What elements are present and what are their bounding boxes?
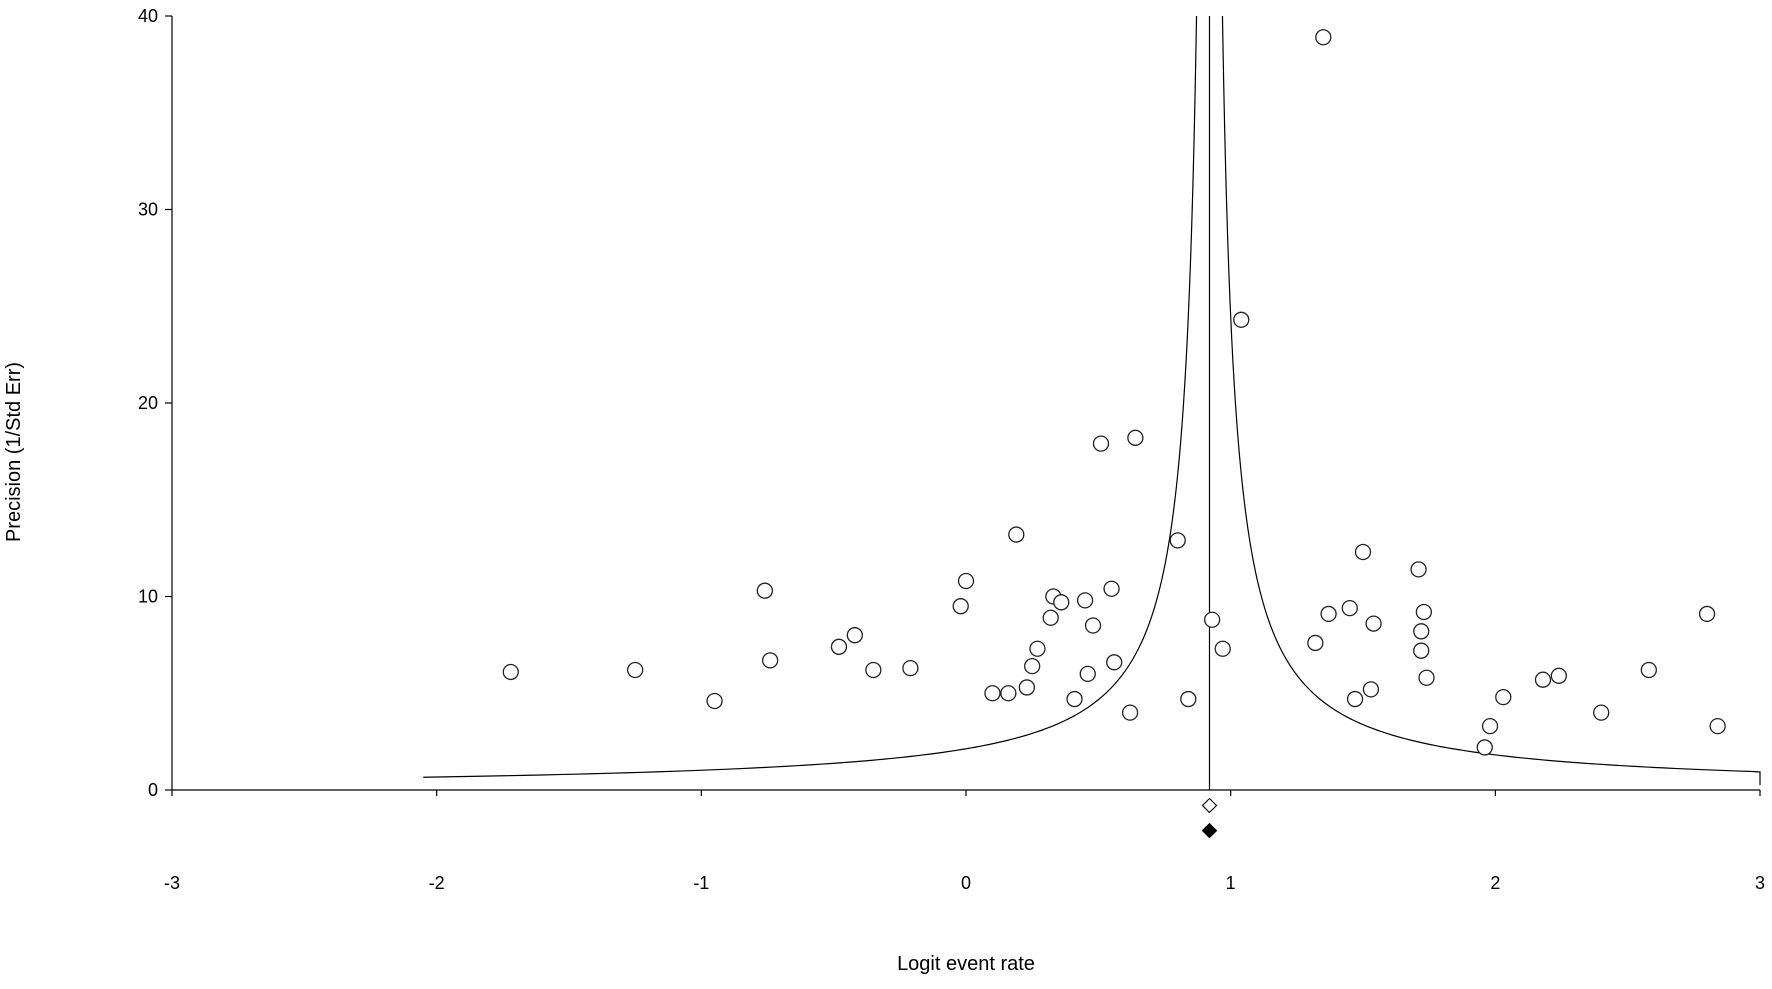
y-axis-ticks: 0 10 20 30 40 — [138, 6, 172, 800]
study-point — [846, 627, 863, 644]
x-tick-label: -1 — [693, 873, 709, 893]
study-point — [1076, 592, 1094, 609]
study-point — [1315, 29, 1332, 46]
x-tick-label: -2 — [429, 873, 445, 893]
study-point — [830, 638, 848, 655]
study-point — [761, 652, 779, 669]
study-point — [984, 685, 1001, 702]
funnel-lines — [423, 15, 1761, 786]
study-point — [1008, 526, 1025, 543]
y-tick-label: 20 — [138, 393, 158, 413]
x-tick-label: -3 — [164, 873, 180, 893]
study-point — [1079, 665, 1096, 683]
y-tick-label: 40 — [138, 6, 158, 26]
study-point — [952, 598, 969, 615]
study-point — [902, 659, 919, 677]
funnel-line-left — [423, 15, 1198, 778]
study-point — [1365, 615, 1382, 632]
study-point — [1550, 667, 1568, 684]
study-point — [1106, 654, 1123, 671]
study-point — [627, 661, 644, 679]
study-point — [865, 661, 882, 679]
y-tick-label: 0 — [148, 780, 158, 800]
study-point — [1495, 688, 1512, 706]
study-point — [1415, 603, 1433, 621]
study-point — [1233, 311, 1250, 328]
study-point — [502, 663, 519, 681]
study-point — [1103, 580, 1120, 597]
study-point — [1214, 640, 1231, 657]
study-point — [1362, 681, 1380, 698]
summary-diamonds — [1201, 797, 1218, 839]
study-point — [1481, 717, 1499, 735]
funnel-line-right — [1221, 15, 1761, 786]
study-point — [1127, 429, 1144, 446]
x-tick-label: 0 — [961, 873, 971, 893]
study-point — [1092, 435, 1110, 452]
study-point — [1476, 739, 1493, 756]
study-point — [1413, 642, 1430, 659]
x-tick-label: 1 — [1226, 873, 1236, 893]
axes — [171, 16, 1760, 791]
study-point — [1121, 704, 1139, 721]
x-tick-label: 3 — [1755, 873, 1765, 893]
study-point — [1042, 609, 1059, 626]
x-axis-ticks: -3 -2 -1 0 1 2 3 — [164, 790, 1765, 893]
study-point — [1066, 690, 1083, 708]
observed-summary-diamond — [1201, 797, 1218, 814]
study-point — [1180, 690, 1197, 708]
study-point — [1000, 685, 1017, 702]
study-point — [1346, 690, 1364, 708]
study-point — [1320, 605, 1337, 623]
study-point — [1018, 679, 1036, 696]
adjusted-summary-diamond — [1201, 822, 1218, 839]
study-point — [1418, 669, 1435, 686]
study-point — [1341, 599, 1358, 617]
study-point — [1593, 704, 1610, 721]
study-point — [1534, 671, 1552, 688]
study-point — [1354, 543, 1372, 561]
study-point — [1084, 617, 1102, 634]
study-point — [1053, 594, 1070, 611]
study-point — [1709, 717, 1726, 735]
x-tick-label: 2 — [1490, 873, 1500, 893]
study-point — [1410, 561, 1427, 578]
study-point — [957, 572, 975, 590]
study-point — [756, 582, 774, 599]
study-point — [1169, 532, 1186, 549]
y-tick-label: 10 — [138, 587, 158, 607]
study-point — [1029, 640, 1046, 657]
y-tick-label: 30 — [138, 200, 158, 220]
x-axis-title: Logit event rate — [897, 953, 1035, 975]
study-point — [1203, 611, 1221, 628]
study-point — [1024, 658, 1041, 675]
y-axis-title: Precision (1/Std Err) — [3, 362, 25, 542]
study-point — [1307, 634, 1324, 652]
study-points — [502, 29, 1726, 756]
study-point — [706, 692, 723, 710]
study-point — [1698, 605, 1716, 623]
study-point — [1413, 623, 1430, 640]
study-point — [1640, 661, 1657, 679]
